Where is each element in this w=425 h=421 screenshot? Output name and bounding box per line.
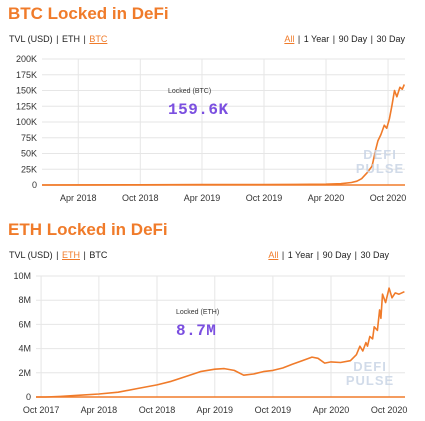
separator: | [81, 250, 89, 260]
separator: | [81, 34, 89, 44]
btc-x-tick-label: Apr 2019 [184, 193, 221, 203]
eth-y-tick-label: 2M [18, 368, 31, 378]
separator: | [314, 250, 322, 260]
eth-y-tick-label: 10M [13, 271, 31, 281]
eth-metric-tabs: TVL (USD) | ETH | BTC [9, 250, 107, 260]
btc-y-tick-label: 125K [16, 101, 37, 111]
btc-chart-panel: 0 25K 50K 75K 100K 125K 150K 175K 200K Apr 2018 Oc… [8, 4, 415, 203]
btc-y-tick-label: 200K [16, 54, 37, 64]
eth-tab-btc[interactable]: BTC [89, 250, 108, 260]
btc-y-tick-label: 25K [21, 164, 37, 174]
eth-defi-pulse-watermark: DEFI PULSE [335, 360, 405, 388]
eth-chart-panel: 0 2M 4M 6M 8M 10M Oct 2017 Apr 2018 Oct 2018 Apr … [0, 212, 425, 421]
btc-y-tick-label: 150K [16, 86, 37, 96]
separator: | [279, 250, 287, 260]
eth-x-tick-label: Oct 2018 [139, 405, 176, 415]
eth-range-tabs: All | 1 Year | 90 Day | 30 Day [268, 250, 389, 260]
eth-x-tick-label: Apr 2020 [313, 405, 350, 415]
watermark-line-2: PULSE [345, 373, 395, 388]
eth-chart-title: ETH Locked in DeFi [8, 220, 168, 239]
btc-tab-btc[interactable]: BTC [89, 34, 108, 44]
eth-range-90-day[interactable]: 90 Day [322, 250, 352, 260]
eth-tab-eth[interactable]: ETH [62, 250, 81, 260]
btc-y-tick-label: 50K [21, 149, 37, 159]
eth-locked-value: 8.7M [176, 322, 217, 340]
btc-y-tick-label: 100K [16, 117, 37, 127]
eth-y-tick-label: 6M [18, 319, 31, 329]
btc-chart-title: BTC Locked in DeFi [8, 4, 169, 23]
eth-range-30-day[interactable]: 30 Day [360, 250, 389, 260]
watermark-line-1: DEFI [363, 147, 397, 162]
btc-locked-label: Locked (BTC) [168, 88, 212, 95]
btc-y-tick-label: 175K [16, 70, 37, 80]
separator: | [330, 34, 338, 44]
separator: | [53, 250, 62, 260]
eth-range-1-year[interactable]: 1 Year [287, 250, 314, 260]
btc-y-tick-label: 75K [21, 133, 37, 143]
btc-chart: 0 25K 50K 75K 100K 125K 150K 175K 200K Apr 2018 Oc… [16, 54, 407, 203]
eth-x-tick-label: Apr 2019 [197, 405, 234, 415]
watermark-line-1: DEFI [353, 359, 387, 374]
eth-locked-label: Locked (ETH) [176, 309, 220, 316]
btc-locked-value: 159.6K [168, 101, 229, 119]
eth-locked-series-line [36, 287, 405, 398]
btc-locked-series-line [41, 84, 406, 186]
btc-metric-tabs: TVL (USD) | ETH | BTC [9, 34, 107, 44]
eth-x-tick-label: Oct 2020 [371, 405, 408, 415]
separator: | [295, 34, 303, 44]
btc-tab-tvl-usd[interactable]: TVL (USD) [9, 34, 53, 44]
eth-range-all[interactable]: All [268, 250, 279, 260]
btc-x-tick-label: Oct 2020 [370, 193, 407, 203]
btc-range-all[interactable]: All [284, 34, 295, 44]
eth-x-tick-label: Oct 2017 [23, 405, 60, 415]
eth-tab-tvl-usd[interactable]: TVL (USD) [9, 250, 53, 260]
btc-defi-pulse-watermark: DEFI PULSE [345, 148, 415, 176]
eth-y-tick-label: 4M [18, 344, 31, 354]
btc-range-30-day[interactable]: 30 Day [376, 34, 405, 44]
btc-x-tick-label: Oct 2018 [122, 193, 159, 203]
separator: | [53, 34, 62, 44]
btc-range-1-year[interactable]: 1 Year [303, 34, 330, 44]
btc-tab-eth[interactable]: ETH [62, 34, 81, 44]
eth-y-tick-label: 0 [26, 392, 31, 402]
btc-x-tick-label: Oct 2019 [246, 193, 283, 203]
btc-range-90-day[interactable]: 90 Day [338, 34, 368, 44]
eth-x-tick-label: Oct 2019 [255, 405, 292, 415]
btc-x-tick-label: Apr 2020 [308, 193, 345, 203]
btc-y-tick-label: 0 [32, 180, 37, 190]
watermark-line-2: PULSE [355, 161, 405, 176]
eth-chart: 0 2M 4M 6M 8M 10M Oct 2017 Apr 2018 Oct 2018 Apr … [13, 271, 408, 415]
btc-x-tick-label: Apr 2018 [60, 193, 97, 203]
separator: | [368, 34, 376, 44]
separator: | [352, 250, 360, 260]
eth-x-tick-label: Apr 2018 [81, 405, 118, 415]
btc-range-tabs: All | 1 Year | 90 Day | 30 Day [284, 34, 405, 44]
eth-y-tick-label: 8M [18, 295, 31, 305]
